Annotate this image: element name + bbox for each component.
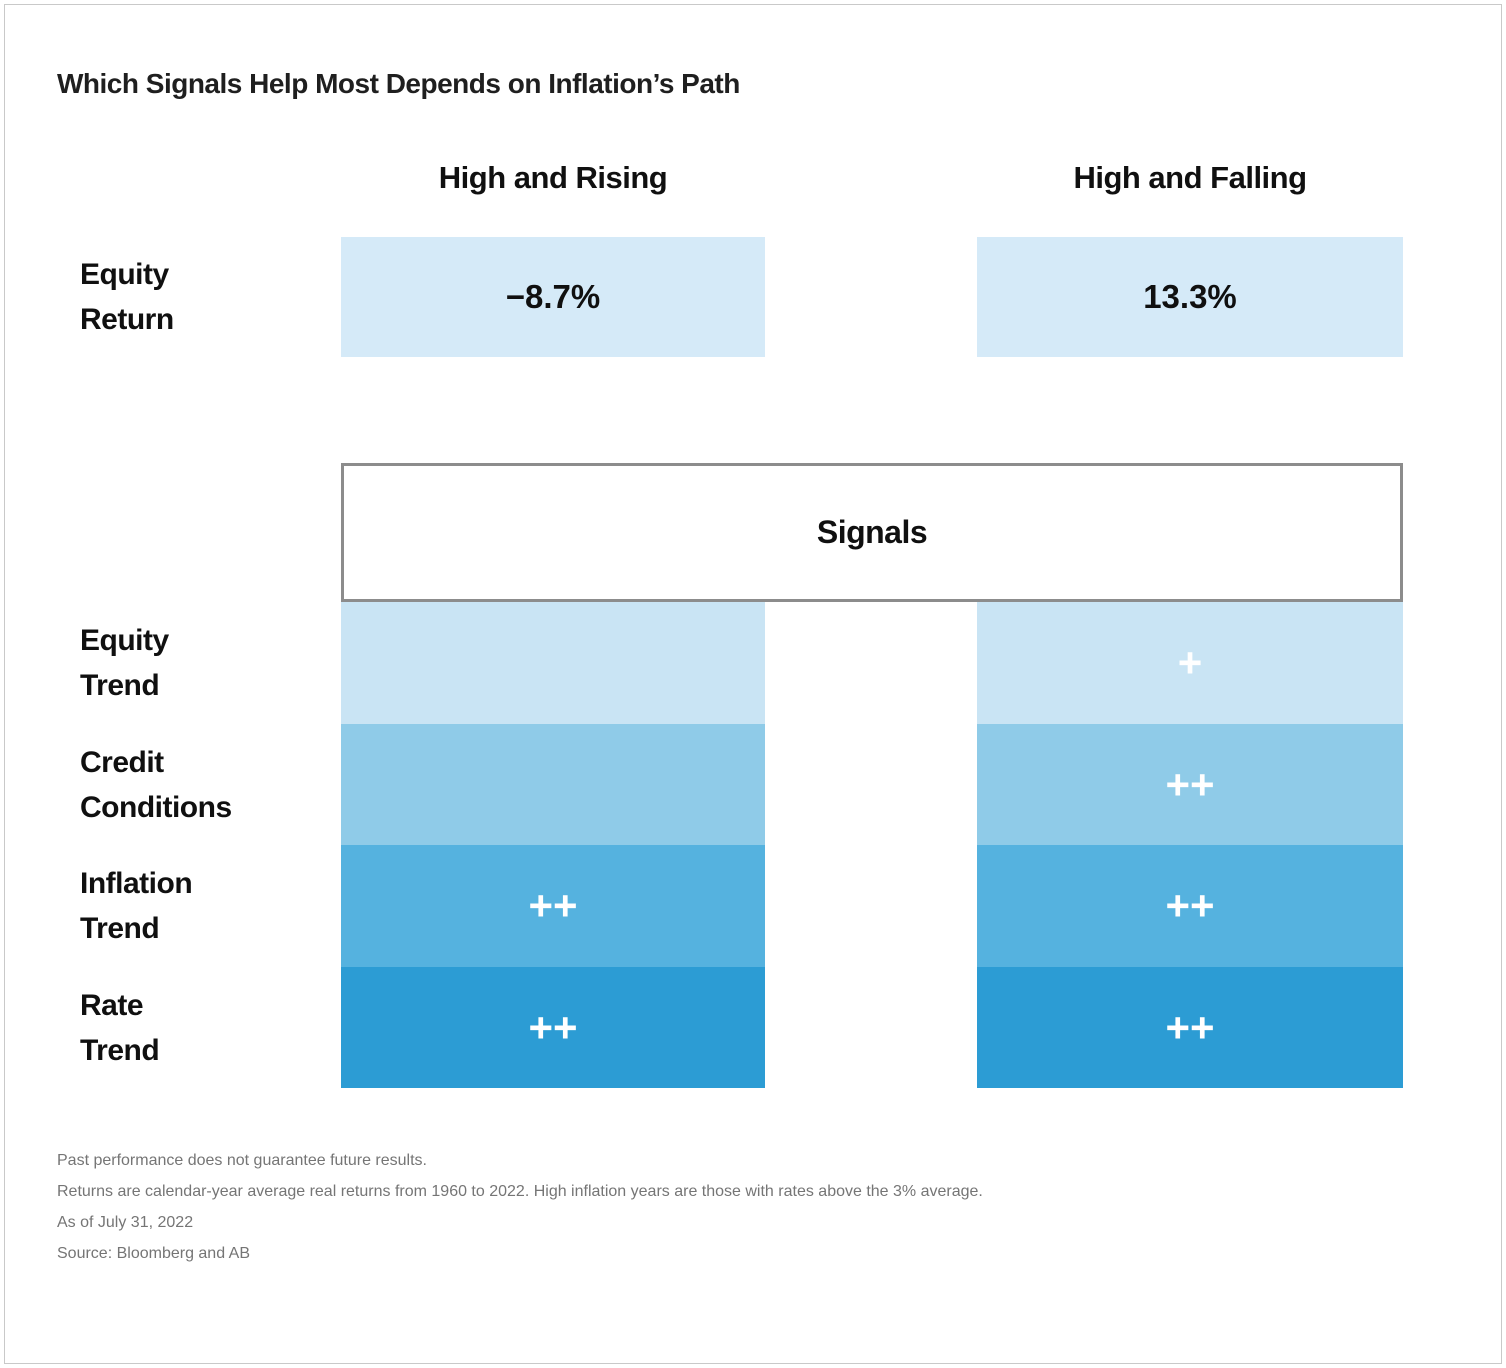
signal-label-line: Inflation (80, 867, 193, 900)
signal-label-line: Trend (80, 669, 160, 702)
signal-cell-rate-trend-high-and-rising: ++ (341, 967, 765, 1088)
signal-cell-credit-conditions-high-and-rising (341, 724, 765, 845)
signal-label-equity-trend: Equity Trend (80, 602, 169, 724)
figure-title: Which Signals Help Most Depends on Infla… (57, 68, 740, 99)
footnote-methodology: Returns are calendar-year average real r… (57, 1183, 983, 1200)
signals-header-box: Signals (341, 463, 1403, 602)
signal-label-line: Equity (80, 624, 169, 657)
equity-return-label: Equity Return (80, 237, 174, 357)
signal-label-line: Trend (80, 912, 160, 945)
signal-cell-rate-trend-high-and-falling: ++ (977, 967, 1403, 1088)
equity-return-label-line1: Equity (80, 258, 169, 291)
equity-return-value-high-and-falling: 13.3% (977, 237, 1403, 357)
footnote-source: Source: Bloomberg and AB (57, 1245, 251, 1262)
equity-return-value-high-and-rising: −8.7% (341, 237, 765, 357)
signal-label-line: Trend (80, 1033, 160, 1067)
signal-cell-credit-conditions-high-and-falling: ++ (977, 724, 1403, 845)
equity-return-label-line2: Return (80, 303, 174, 336)
signal-label-line: Conditions (80, 790, 232, 824)
signal-cell-equity-trend-high-and-falling: + (977, 602, 1403, 724)
signal-label-line: Rate (80, 988, 144, 1022)
signal-label-rate-trend: Rate Trend (80, 967, 160, 1088)
footnote-as-of-date: As of July 31, 2022 (57, 1214, 194, 1231)
signal-cell-inflation-trend-high-and-rising: ++ (341, 845, 765, 967)
footnote-disclaimer: Past performance does not guarantee futu… (57, 1152, 427, 1169)
signal-label-line: Credit (80, 745, 164, 779)
signal-label-credit-conditions: Credit Conditions (80, 724, 232, 845)
column-header-high-and-rising: High and Rising (438, 160, 668, 195)
signal-cell-equity-trend-high-and-rising (341, 602, 765, 724)
column-header-high-and-falling: High and Falling (1073, 160, 1307, 195)
signal-label-inflation-trend: Inflation Trend (80, 845, 193, 967)
signal-cell-inflation-trend-high-and-falling: ++ (977, 845, 1403, 967)
